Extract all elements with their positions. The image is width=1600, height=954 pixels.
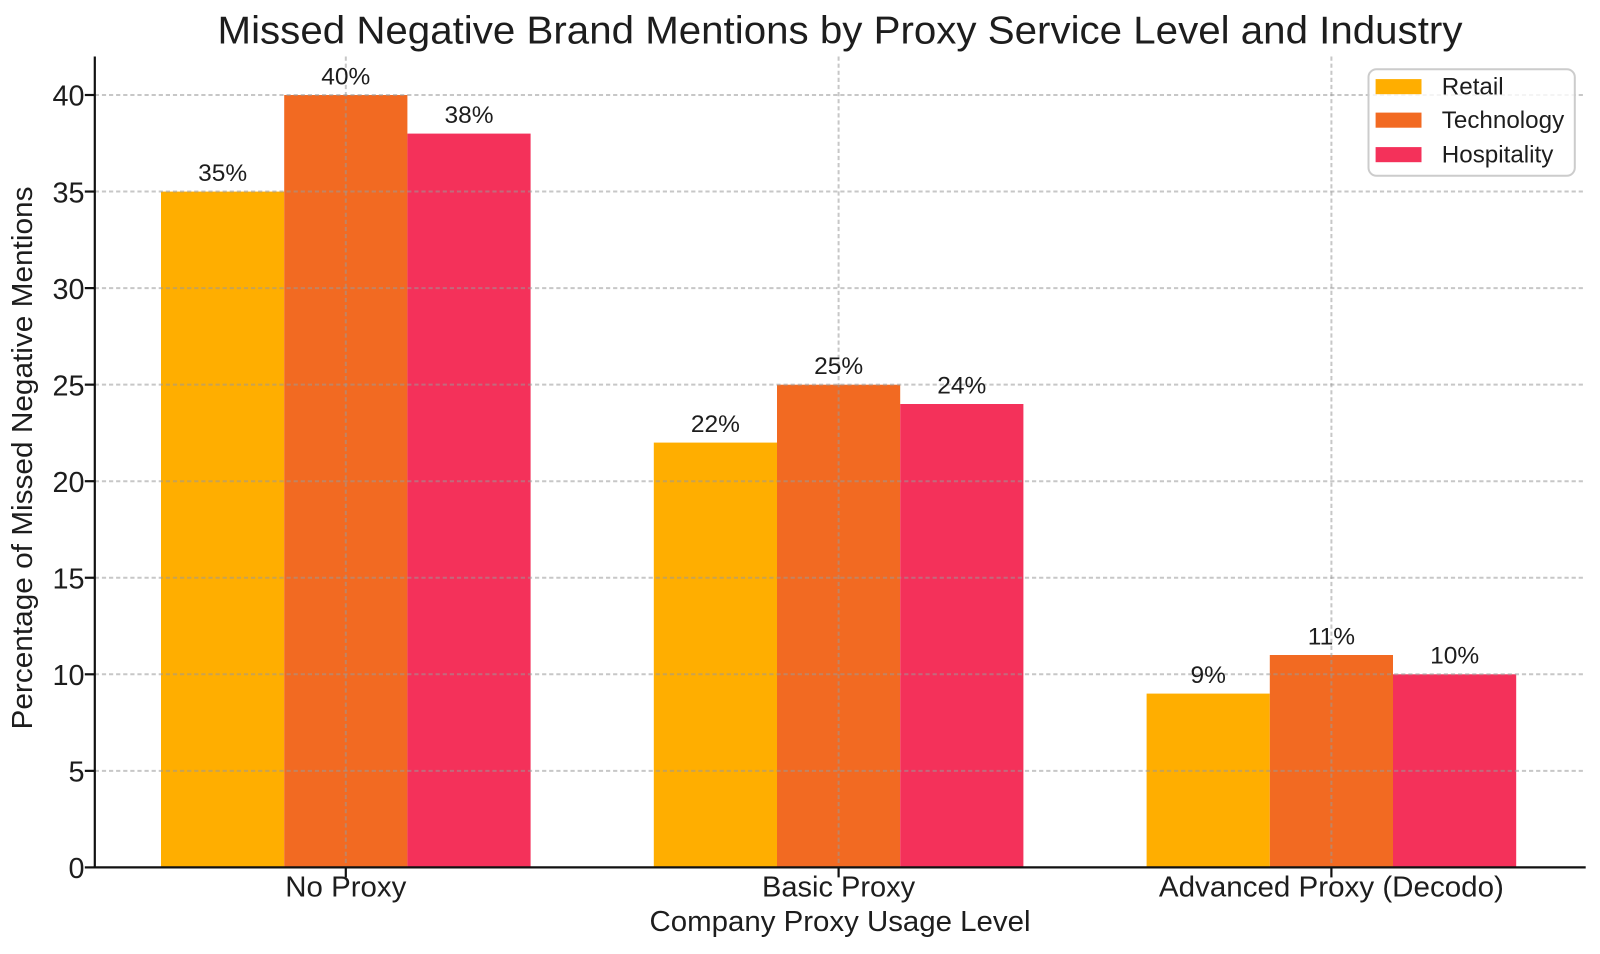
svg-text:30: 30 <box>52 274 84 306</box>
svg-text:25: 25 <box>52 370 84 402</box>
svg-text:20: 20 <box>52 467 84 499</box>
svg-text:40: 40 <box>52 81 84 113</box>
svg-text:Percentage of Missed Negative: Percentage of Missed Negative Mentions <box>7 187 39 730</box>
svg-text:Hospitality: Hospitality <box>1442 142 1554 169</box>
svg-text:10%: 10% <box>1430 643 1479 670</box>
svg-text:Company Proxy Usage Level: Company Proxy Usage Level <box>650 906 1031 938</box>
svg-text:9%: 9% <box>1190 662 1225 689</box>
svg-text:15: 15 <box>52 564 84 596</box>
svg-text:5: 5 <box>68 757 84 789</box>
svg-text:Basic Proxy: Basic Proxy <box>762 871 916 903</box>
svg-text:Advanced Proxy (Decodo): Advanced Proxy (Decodo) <box>1159 871 1504 903</box>
svg-text:24%: 24% <box>937 372 986 399</box>
svg-text:35%: 35% <box>198 160 247 187</box>
svg-text:No Proxy: No Proxy <box>285 871 407 903</box>
svg-text:25%: 25% <box>814 353 863 380</box>
svg-text:22%: 22% <box>691 411 740 438</box>
svg-text:0: 0 <box>68 853 84 885</box>
svg-text:Missed Negative Brand Mentions: Missed Negative Brand Mentions by Proxy … <box>218 9 1463 52</box>
svg-text:38%: 38% <box>444 102 493 129</box>
svg-text:11%: 11% <box>1308 623 1355 650</box>
svg-text:Retail: Retail <box>1442 74 1504 101</box>
svg-text:10: 10 <box>52 660 84 692</box>
svg-text:35: 35 <box>52 177 84 209</box>
svg-text:40%: 40% <box>321 63 370 90</box>
svg-text:Technology: Technology <box>1442 107 1565 134</box>
